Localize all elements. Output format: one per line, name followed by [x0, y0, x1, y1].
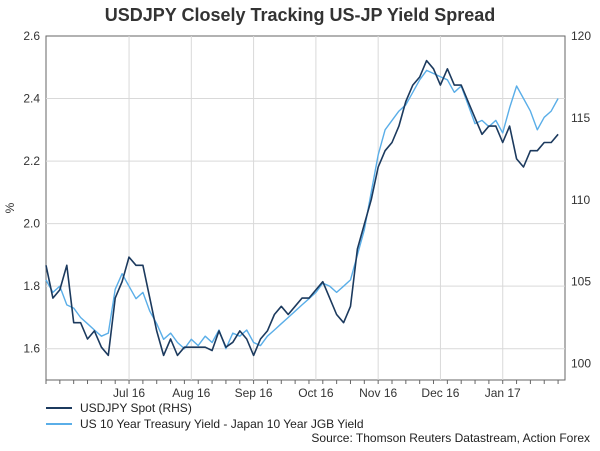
usdjpy-line: [45, 59, 559, 357]
x-tick-label: Jul 16: [113, 386, 145, 400]
y-tick-label-left: 1.8: [23, 279, 40, 293]
x-tick-label: Oct 16: [298, 386, 334, 400]
y-tick-label-left: 1.6: [23, 342, 40, 356]
chart-title: USDJPY Closely Tracking US-JP Yield Spre…: [104, 5, 496, 25]
x-tick-label: Jan 17: [485, 386, 521, 400]
y-tick-label-left: 2.6: [23, 29, 40, 43]
y-tick-label-right: 110: [571, 193, 590, 207]
series-lines: [45, 59, 559, 357]
legend-item-usdjpy: USDJPY Spot (RHS): [46, 401, 192, 415]
source-note: Source: Thomson Reuters Datastream, Acti…: [311, 431, 590, 445]
y-axis-label: %: [3, 202, 17, 213]
y-tick-label-left: 2.2: [23, 154, 40, 168]
x-tick-label: Sep 16: [235, 386, 273, 400]
y-tick-label-right: 100: [571, 357, 591, 371]
legend-label-yield-spread: US 10 Year Treasury Yield - Japan 10 Yea…: [80, 417, 364, 431]
plot-area: [45, 35, 566, 381]
y-tick-label-right: 115: [571, 111, 590, 125]
legend-swatch-usdjpy: [46, 407, 72, 409]
axis-ticks: 1.6 1.8 2.0 2.2 2.4 2.6 100 105 110 115 120 Jul 16 A…: [23, 29, 591, 400]
legend-swatch-yield-spread: [46, 423, 72, 425]
y-tick-label-left: 2.0: [23, 217, 40, 231]
y-tick-label-right: 120: [571, 29, 591, 43]
legend-label-usdjpy: USDJPY Spot (RHS): [80, 401, 192, 415]
y-tick-label-right: 105: [571, 275, 591, 289]
grid-lines: [46, 36, 565, 380]
legend-item-yield-spread: US 10 Year Treasury Yield - Japan 10 Yea…: [46, 417, 364, 431]
x-tick-label: Nov 16: [359, 386, 397, 400]
y-tick-label-left: 2.4: [23, 92, 40, 106]
yield-spread-line: [45, 69, 559, 350]
x-tick-label: Aug 16: [172, 386, 210, 400]
x-tick-label: Dec 16: [421, 386, 459, 400]
